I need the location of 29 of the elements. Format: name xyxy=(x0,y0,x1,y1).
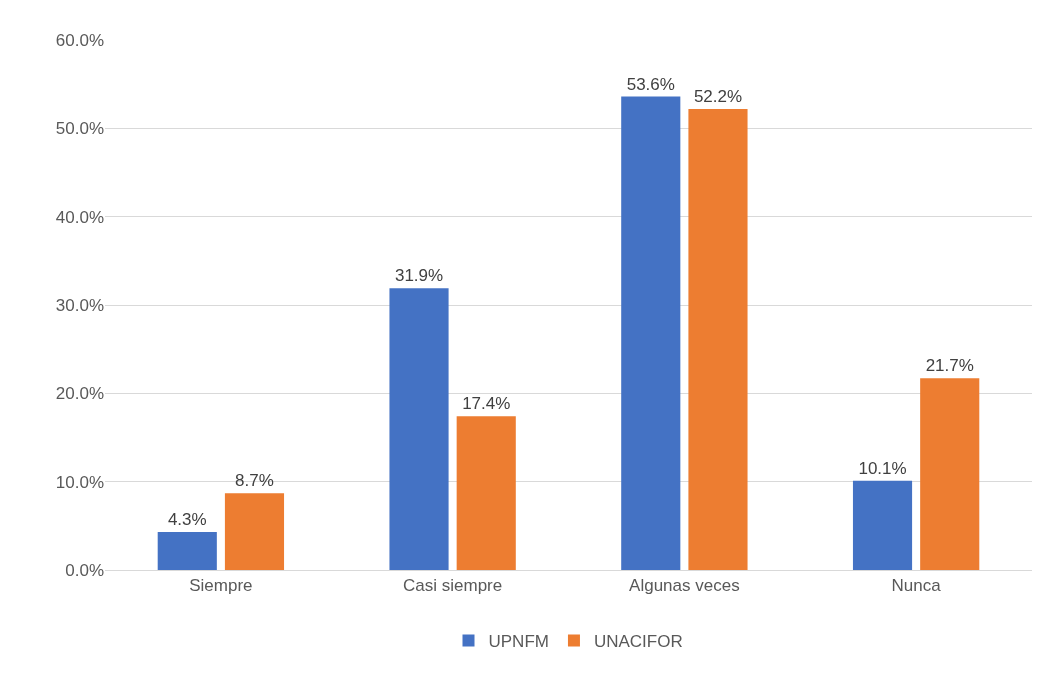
y-tick-label: 60.0% xyxy=(55,30,104,50)
bar xyxy=(621,96,681,570)
y-tick-label: 50.0% xyxy=(55,119,104,139)
bar xyxy=(920,378,980,570)
data-label: 21.7% xyxy=(925,356,974,376)
x-tick-label: Siempre xyxy=(189,576,253,596)
data-label: 4.3% xyxy=(167,510,207,530)
data-label: 31.9% xyxy=(394,266,444,286)
data-label: 8.7% xyxy=(235,471,274,491)
y-tick-label: 30.0% xyxy=(55,295,104,315)
data-label: 52.2% xyxy=(693,86,743,106)
bar xyxy=(852,480,913,570)
y-tick-label: 0.0% xyxy=(65,560,104,580)
data-label: 53.6% xyxy=(626,74,675,94)
y-tick-label: 20.0% xyxy=(55,384,104,404)
legend-label: UPNFM xyxy=(488,632,549,652)
data-label: 10.1% xyxy=(858,458,907,478)
x-tick-label: Casi siempre xyxy=(403,576,503,596)
data-label: 17.4% xyxy=(462,394,511,414)
y-tick-label: 40.0% xyxy=(55,207,104,227)
bar xyxy=(157,532,217,570)
y-tick-label: 10.0% xyxy=(55,472,104,492)
legend-label: UNACIFOR xyxy=(593,632,683,652)
x-tick-label: Nunca xyxy=(891,576,942,596)
bar xyxy=(688,108,748,570)
bar xyxy=(224,493,285,570)
x-tick-label: Algunas veces xyxy=(629,576,740,596)
bar xyxy=(389,288,449,570)
bar xyxy=(456,416,516,570)
